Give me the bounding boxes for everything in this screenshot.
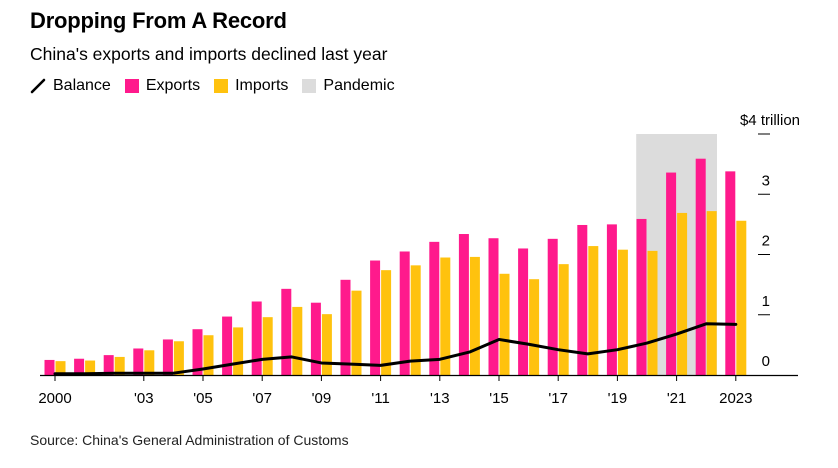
y-tick-label: $4 trillion [740, 112, 800, 129]
exports-bar [281, 288, 292, 375]
exports-bar [133, 348, 144, 375]
x-tick-label: 2023 [719, 390, 752, 407]
exports-bar [251, 301, 262, 375]
imports-bar [173, 341, 184, 375]
imports-swatch-icon [214, 79, 229, 93]
imports-bar [85, 360, 96, 375]
x-tick-label: '03 [134, 390, 154, 407]
x-tick-label: '09 [312, 390, 332, 407]
imports-bar [410, 265, 421, 375]
exports-bar [192, 329, 203, 375]
x-tick-label: '21 [667, 390, 687, 407]
exports-bar [44, 359, 55, 375]
imports-bar [499, 273, 510, 375]
y-tick-label: 1 [762, 293, 770, 310]
exports-bar [725, 171, 736, 375]
y-tick-label: 3 [762, 172, 770, 189]
x-tick-label: '05 [193, 390, 213, 407]
exports-bar [74, 358, 85, 375]
x-tick-label: '19 [608, 390, 628, 407]
imports-bar [558, 264, 569, 375]
legend-label-exports: Exports [145, 77, 201, 94]
legend-label-pandemic: Pandemic [323, 77, 395, 94]
legend-item-imports: Imports [214, 77, 288, 95]
legend: Balance Exports Imports Pandemic [30, 77, 409, 95]
chart-title: Dropping From A Record [30, 8, 287, 33]
pandemic-swatch-icon [302, 79, 317, 93]
legend-label-imports: Imports [235, 77, 289, 94]
exports-bar [606, 224, 617, 375]
imports-bar [262, 317, 273, 375]
imports-bar [440, 257, 451, 375]
legend-item-balance: Balance [30, 77, 111, 95]
x-tick-label: '13 [430, 390, 450, 407]
balance-line [53, 322, 738, 376]
x-tick-label: '07 [252, 390, 272, 407]
imports-bar [736, 220, 747, 375]
exports-bar [666, 172, 677, 375]
exports-bar [488, 238, 499, 375]
imports-bar [114, 356, 125, 375]
exports-bar [162, 339, 173, 375]
exports-bar [577, 224, 588, 375]
exports-swatch-icon [124, 79, 139, 93]
exports-bar [370, 260, 381, 375]
exports-bar [518, 248, 529, 375]
imports-bar [321, 314, 332, 375]
exports-bar [636, 218, 647, 375]
exports-bar [222, 316, 233, 375]
imports-bar [706, 211, 717, 375]
imports-bar [617, 249, 628, 375]
imports-bar [677, 212, 688, 375]
imports-bar [203, 335, 214, 375]
imports-bar [469, 256, 480, 375]
x-tick-label: '17 [548, 390, 568, 407]
chart-subtitle: China's exports and imports declined las… [30, 44, 388, 64]
imports-bar [233, 327, 244, 375]
exports-bar [340, 279, 351, 375]
exports-bar [547, 238, 558, 375]
source-note: Source: China's General Administration o… [30, 432, 349, 448]
exports-bar [310, 302, 321, 375]
imports-bar [647, 250, 658, 375]
imports-bar [529, 279, 540, 375]
balance-line-icon [30, 78, 46, 94]
x-tick-label: '15 [489, 390, 509, 407]
imports-bar [144, 350, 155, 375]
imports-bar [588, 246, 599, 375]
imports-bar [55, 361, 66, 375]
x-tick-label: '11 [371, 390, 389, 407]
exports-bar [695, 158, 706, 375]
legend-label-balance: Balance [53, 77, 111, 94]
legend-item-pandemic: Pandemic [302, 77, 395, 95]
y-tick-label: 0 [762, 353, 770, 370]
exports-bar [458, 234, 469, 375]
imports-bar [292, 306, 303, 375]
y-tick-label: 2 [762, 233, 770, 250]
legend-item-exports: Exports [124, 77, 201, 95]
imports-bar [351, 290, 362, 375]
exports-bar [429, 241, 440, 375]
exports-bar [399, 251, 410, 375]
exports-bar [103, 355, 114, 375]
imports-bar [381, 270, 392, 375]
x-tick-label: 2000 [38, 390, 71, 407]
